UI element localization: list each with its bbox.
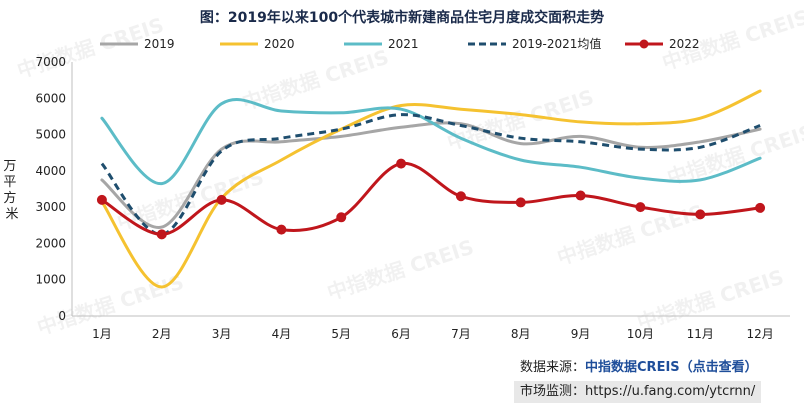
source-brand-link[interactable]: 中指数据CREIS — [585, 360, 680, 375]
series-line-2019 — [100, 121, 762, 229]
x-tick-label: 11月 — [687, 327, 714, 341]
legend-label-2019: 2019 — [144, 37, 175, 51]
source-note: 数据来源：中指数据CREIS（点击查看） — [520, 356, 758, 375]
data-point-2022 — [336, 212, 347, 223]
watermark: 中指数据 CREIS — [239, 45, 392, 115]
monitor-url[interactable]: https://u.fang.com/ytcrnn/ — [585, 384, 756, 399]
data-point-2022 — [755, 202, 766, 213]
x-tick-label: 1月 — [92, 327, 112, 341]
y-tick-label: 4000 — [35, 164, 66, 178]
source-label: 数据来源： — [520, 360, 586, 375]
data-point-2022 — [695, 209, 706, 220]
y-tick-label: 6000 — [35, 91, 66, 105]
watermark: 中指数据 CREIS — [554, 200, 707, 270]
watermark-layer: 中指数据 CREIS 中指数据 CREIS 中指数据 CREIS 中指数据 CR… — [14, 5, 804, 340]
x-tick-label: 3月 — [212, 327, 232, 341]
x-tick-label: 10月 — [627, 327, 654, 341]
x-tick-label: 9月 — [571, 327, 591, 341]
watermark: 中指数据 CREIS — [324, 235, 477, 305]
y-tick-label: 5000 — [35, 128, 66, 142]
x-tick-label: 6月 — [391, 327, 411, 341]
data-point-2022 — [515, 197, 526, 208]
x-tick-label: 12月 — [746, 327, 773, 341]
legend-marker-2022 — [639, 39, 649, 49]
data-point-2022 — [396, 158, 407, 169]
x-tick-label: 8月 — [511, 327, 531, 341]
plot-area — [96, 89, 766, 289]
series-line-2019-2021均值 — [100, 113, 761, 236]
x-tick-label: 5月 — [331, 327, 351, 341]
data-point-2022 — [216, 194, 227, 205]
y-tick-label: 7000 — [35, 55, 66, 69]
data-point-2022 — [276, 224, 287, 235]
y-tick-label: 0 — [58, 309, 66, 323]
y-tick-label: 1000 — [35, 273, 66, 287]
market-monitor: 市场监测：https://u.fang.com/ytcrnn/ — [514, 381, 762, 403]
watermark: 中指数据 CREIS — [664, 120, 804, 190]
monitor-label: 市场监测： — [520, 384, 586, 399]
y-tick-label: 2000 — [35, 236, 66, 250]
chart-title: 图：2019年以来100个代表城市新建商品住宅月度成交面积走势 — [200, 9, 604, 26]
legend-label-2021: 2021 — [388, 37, 419, 51]
y-axis: 0 1000 2000 3000 4000 5000 6000 7000 — [35, 55, 73, 323]
data-point-2022 — [156, 229, 167, 240]
x-tick-label: 2月 — [152, 327, 172, 341]
legend-label-2020: 2020 — [264, 37, 295, 51]
legend-label-2019-2021均值: 2019-2021均值 — [512, 36, 601, 51]
legend-label-2022: 2022 — [669, 37, 700, 51]
y-axis-label: 万 平 方 米 — [3, 159, 20, 222]
watermark: 中指数据 CREIS — [634, 265, 787, 335]
source-view-link[interactable]: （点击查看） — [679, 360, 758, 375]
series-line-2021 — [100, 98, 762, 186]
x-tick-label: 7月 — [451, 327, 471, 341]
x-tick-label: 4月 — [272, 327, 292, 341]
y-tick-label: 3000 — [35, 200, 66, 214]
data-point-2022 — [96, 194, 107, 205]
legend: 2019 2020 2021 2019-2021均值 2022 — [100, 36, 700, 51]
series-line-2020 — [100, 89, 762, 289]
data-point-2022 — [455, 191, 466, 202]
x-axis: 1月 2月 3月 4月 5月 6月 7月 8月 9月 10月 11月 12月 — [72, 315, 790, 341]
data-point-2022 — [635, 202, 646, 213]
data-point-2022 — [575, 190, 586, 201]
